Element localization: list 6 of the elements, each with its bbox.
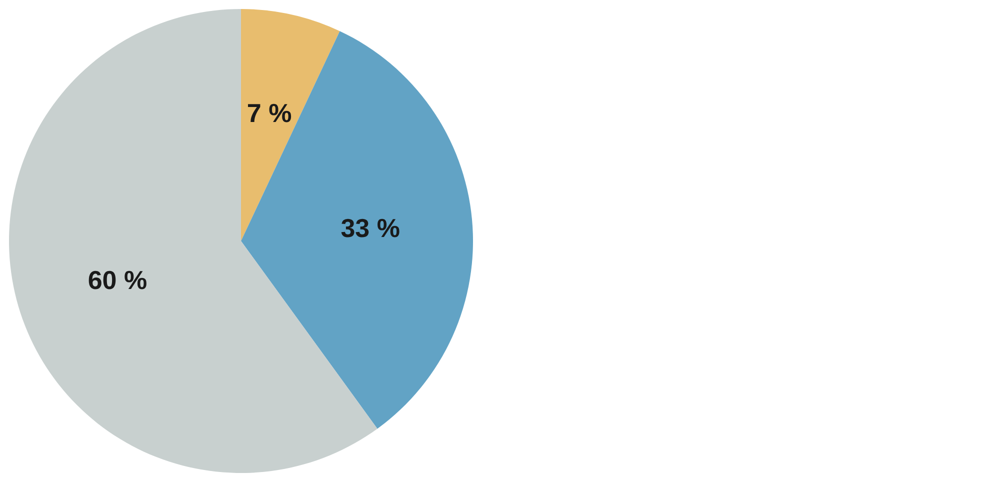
pie-slice: [241, 9, 340, 241]
data-label: 7 %: [246, 98, 292, 128]
data-label: 33 %: [340, 212, 400, 243]
pie-slice: [9, 9, 378, 473]
data-label: 60 %: [88, 265, 148, 296]
pie-slice: [241, 31, 473, 429]
